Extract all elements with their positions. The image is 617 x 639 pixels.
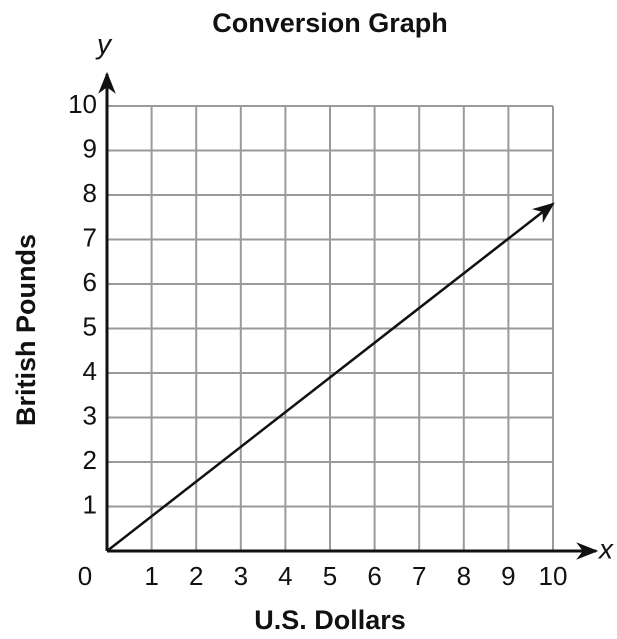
y-tick-label: 9 [83, 133, 97, 163]
y-axis-name: y [95, 28, 113, 59]
x-tick-label: 9 [501, 561, 515, 591]
x-tick-label: 5 [323, 561, 337, 591]
x-tick-label: 8 [457, 561, 471, 591]
y-tick-label: 10 [68, 89, 97, 119]
y-tick-label: 1 [83, 489, 97, 519]
x-tick-label: 7 [412, 561, 426, 591]
y-axis-label: British Pounds [11, 234, 41, 426]
x-tick-label: 4 [278, 561, 292, 591]
y-tick-label: 7 [83, 222, 97, 252]
y-tick-label: 2 [83, 445, 97, 475]
x-axis-label: U.S. Dollars [254, 605, 406, 635]
y-tick-label: 8 [83, 178, 97, 208]
x-axis-name: x [597, 533, 614, 564]
x-tick-label: 0 [78, 561, 92, 591]
x-tick-label: 6 [367, 561, 381, 591]
y-tick-label: 4 [83, 356, 97, 386]
chart-title: Conversion Graph [212, 8, 448, 38]
x-tick-label: 3 [234, 561, 248, 591]
data-line [106, 202, 555, 552]
y-tick-label: 5 [83, 311, 97, 341]
x-tick-label: 2 [189, 561, 203, 591]
x-tick-label: 1 [144, 561, 158, 591]
x-tick-label: 10 [539, 561, 568, 591]
y-tick-label: 6 [83, 267, 97, 297]
y-tick-label: 3 [83, 400, 97, 430]
